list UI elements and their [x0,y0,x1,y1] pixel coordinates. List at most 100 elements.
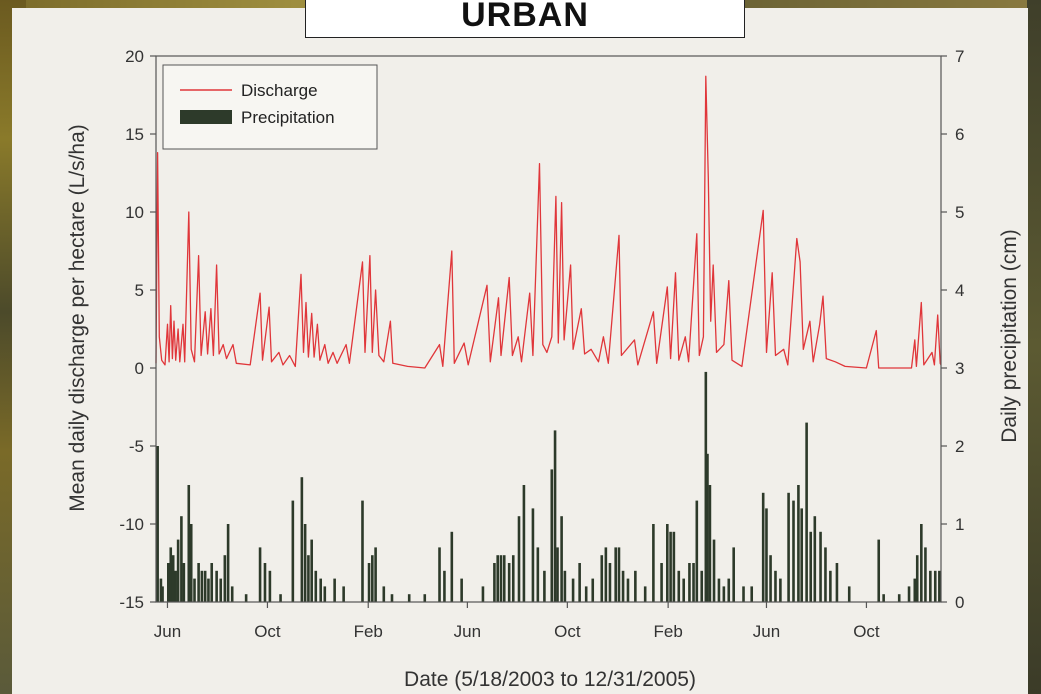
precipitation-bar [193,578,196,602]
precipitation-bar [682,578,686,602]
precipitation-bar [223,555,227,602]
precipitation-bar [727,578,731,602]
precipitation-bar [390,594,394,602]
precipitation-bar [704,371,708,602]
precipitation-bar [371,555,374,602]
precipitation-bar [787,492,790,602]
precipitation-bar [722,586,726,602]
x-tick-label: Oct [554,622,581,641]
precipitation-bar [374,547,377,602]
precipitation-bar [200,570,204,602]
y-tick-label: 20 [125,47,144,66]
precipitation-bar [333,578,336,602]
precipitation-bar [182,563,186,602]
precipitation-bar [847,586,851,602]
y-axis-label: Mean daily discharge per hectare (L/s/ha… [66,124,89,512]
x-tick-label: Feb [653,622,682,641]
y2-tick-label: 7 [955,47,964,66]
precipitation-bar [517,516,521,602]
precipitation-bar [171,555,175,602]
precipitation-bar [531,508,535,602]
precipitation-bar [920,524,923,602]
precipitation-bar [797,485,800,602]
precipitation-bar [226,524,230,602]
precipitation-bar [342,586,345,602]
precipitation-bar [460,578,463,602]
precipitation-bar [522,485,526,602]
precipitation-bar [279,594,282,602]
x-tick-label: Jun [454,622,481,641]
precipitation-bar [407,594,411,602]
y2-tick-label: 6 [955,125,964,144]
precipitation-bar [614,547,617,602]
y2-tick-label: 0 [955,593,964,612]
x-axis-ticks: Jun Oct Feb Jun Oct Feb Jun Oct [154,602,880,641]
precipitation-bar [824,547,827,602]
chart-title-box: URBAN [305,0,745,38]
precipitation-bar [169,547,173,602]
precipitation-bar [215,570,218,602]
precipitation-bar [496,555,499,602]
precipitation-bar [769,555,772,602]
precipitation-bar [553,430,557,602]
precipitation-bar [323,586,327,602]
precipitation-bar [600,555,604,602]
right-axis-ticks: 7 6 5 4 3 2 1 0 [941,47,964,612]
discharge-line [155,75,942,369]
legend-box [162,64,378,150]
precipitation-bar [319,578,323,602]
precipitation-bar [706,453,709,602]
precipitation-bar [717,578,721,602]
precipitation-bar [774,570,777,602]
precipitation-bar [829,570,832,602]
precipitation-bar [180,516,183,602]
precipitation-bar [882,594,885,602]
precipitation-bar [244,594,248,602]
legend: Discharge Precipitation [162,64,378,150]
precipitation-bar [382,586,386,602]
precipitation-bar [584,586,588,602]
precipitation-bar [159,578,163,602]
precipitation-bar [604,547,608,602]
precipitation-bar [938,570,941,602]
precipitation-bars [156,371,941,602]
y-tick-label: -5 [129,437,144,456]
precipitation-bar [197,563,200,602]
precipitation-bar [210,563,214,602]
precipitation-bar [672,531,676,602]
legend-label-discharge: Discharge [241,81,318,100]
x-axis-label: Date (5/18/2003 to 12/31/2005) [404,668,696,691]
x-tick-label: Feb [354,622,383,641]
precipitation-bar [835,563,839,602]
x-tick-label: Jun [753,622,780,641]
legend-label-precipitation: Precipitation [241,108,335,127]
precipitation-bar [361,500,364,602]
precipitation-bar [536,547,540,602]
precipitation-bar [161,586,164,602]
precipitation-bar [813,516,817,602]
precipitation-bar [578,563,581,602]
legend-swatch-precipitation [180,110,232,124]
precipitation-bar [303,524,307,602]
precipitation-bar [695,500,699,602]
precipitation-bar [933,570,937,602]
x-tick-label: Oct [853,622,880,641]
precipitation-bar [219,578,223,602]
precipitation-bar [502,555,506,602]
precipitation-bar [367,563,371,602]
y-tick-label: 15 [125,125,144,144]
precipitation-bar [660,563,663,602]
precipitation-bar [423,594,427,602]
precipitation-bar [507,563,511,602]
precipitation-bar [268,570,272,602]
plot-frame [155,55,942,603]
precipitation-bar [929,570,932,602]
precipitation-bar [608,563,612,602]
y2-tick-label: 4 [955,281,964,300]
precipitation-bar [732,547,735,602]
precipitation-bar [805,422,808,602]
precipitation-bar [708,485,712,602]
precipitation-bar [499,555,503,602]
